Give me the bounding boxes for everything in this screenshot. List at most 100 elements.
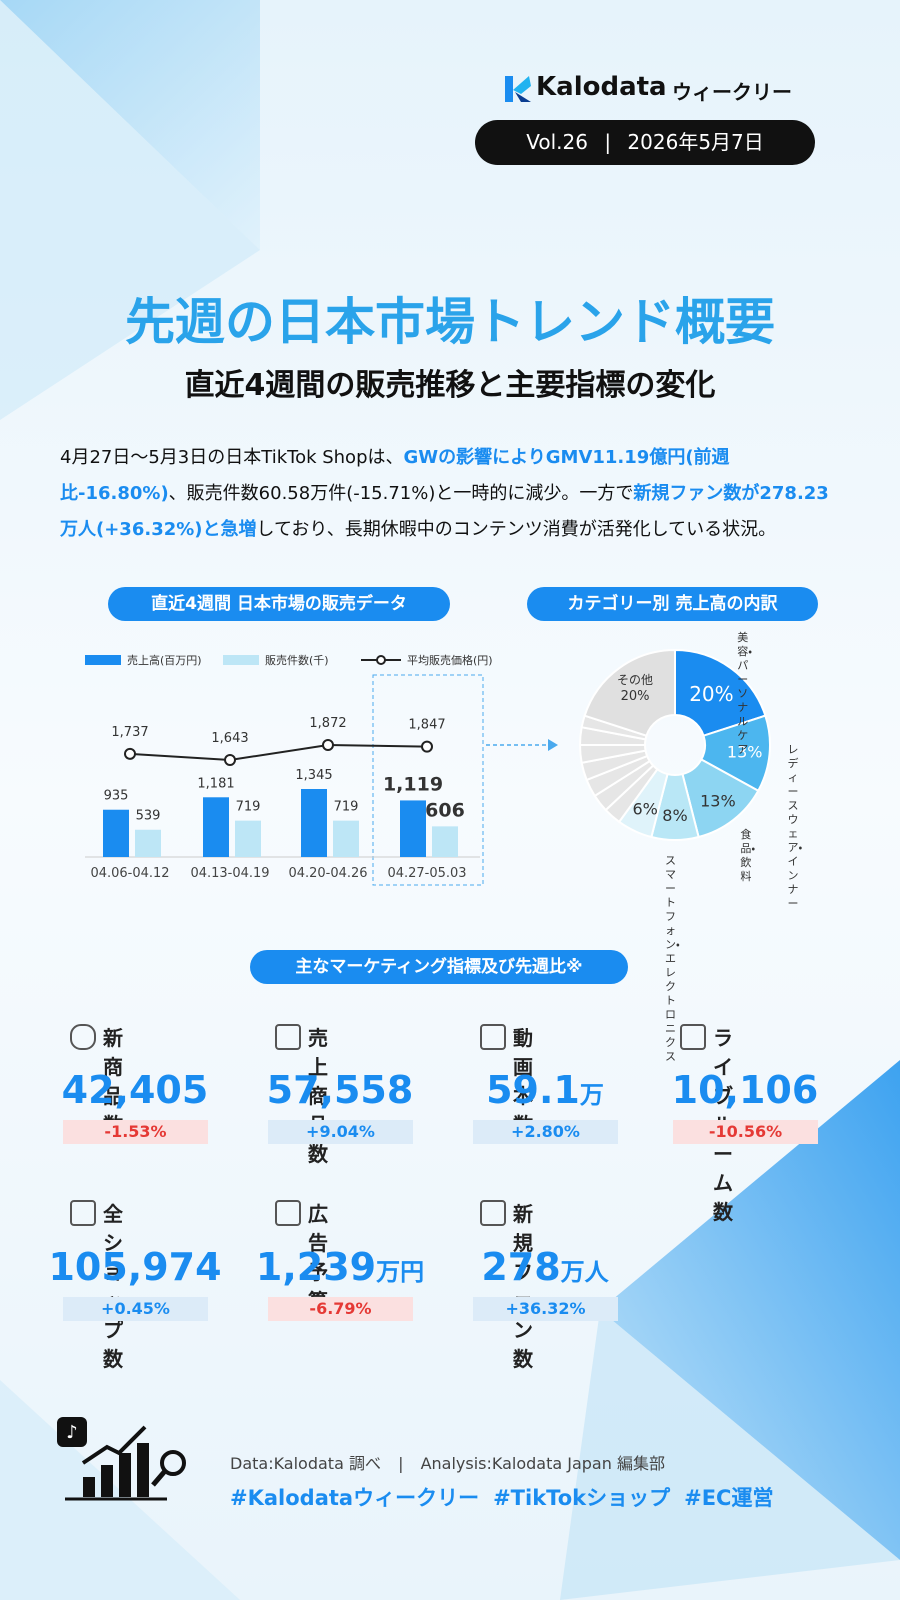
metric-number: 1,239: [255, 1245, 377, 1289]
section-title: 主なマーケティング指標及び先週比※: [250, 950, 628, 984]
summary-text: GWの影響によりGMV11.19億円(前週比-16.80%): [60, 447, 730, 504]
line-point: [421, 740, 433, 753]
source: Data:Kalodata 調べ: [230, 1454, 381, 1473]
metric-change: -10.56%: [673, 1120, 818, 1144]
arrow-head: [548, 739, 558, 751]
summary: 4月27日〜5月3日の日本TikTok Shopは、GWの影響によりGMV11.…: [60, 440, 840, 548]
legend-label: 販売件数(千): [265, 654, 329, 667]
metric-icon: [680, 1024, 706, 1050]
title: 先週の日本市場トレンド概要: [125, 293, 775, 351]
brand: Kalodata: [536, 72, 667, 102]
metric-value: 57,558: [240, 1068, 440, 1112]
analysis: Analysis:Kalodata Japan 編集部: [420, 1454, 665, 1473]
summary-text: 、販売件数60.58万件(-15.71%)と一時的に減少。一方で: [168, 483, 634, 504]
summary-text: しており、長期休暇中のコンテンツ消費が活発化している状況。: [256, 519, 777, 540]
value-label: 1,643: [211, 731, 248, 746]
slice-value: 8%: [662, 806, 687, 825]
metric-number: 105,974: [48, 1245, 222, 1289]
value-label: 1,737: [111, 725, 148, 740]
credits: Data:Kalodata 調べ | Analysis:Kalodata Jap…: [230, 1450, 665, 1474]
hashtag: #Kalodataウィークリー: [230, 1486, 480, 1510]
value-label: 1,847: [408, 718, 445, 733]
line-point: [322, 739, 334, 751]
value-label: 719: [236, 800, 261, 815]
metric-number: 57,558: [266, 1068, 414, 1112]
metric-number: 278: [481, 1245, 561, 1289]
category-label: 食品・飲料: [740, 828, 756, 884]
metric-label: ライブルーム数: [713, 1026, 733, 1224]
value-label: 1,119: [383, 773, 443, 795]
metric-change: +2.80%: [473, 1120, 618, 1144]
category-label: 美容・ パーソナルケア: [737, 631, 753, 757]
value-label: 935: [104, 789, 129, 804]
date: 2026年5月7日: [627, 130, 764, 154]
value-label: 539: [136, 809, 161, 824]
summary-text: 新規ファン数が278.23万人(+36.32%)と急増: [60, 483, 829, 540]
metric-unit: 万円: [376, 1258, 425, 1286]
metric-number: 59.1: [486, 1068, 580, 1112]
bar: [103, 809, 129, 857]
summary-text: 4月27日〜5月3日の日本TikTok Shopは、: [60, 447, 404, 468]
hashtags: #Kalodataウィークリー #TikTokショップ #EC運営: [230, 1482, 787, 1512]
edition: ウィークリー: [672, 80, 792, 104]
bar: [203, 797, 229, 857]
value-label: 1,872: [309, 716, 346, 731]
separator: |: [604, 130, 612, 154]
line-point: [224, 754, 236, 766]
slice-value: 20%: [689, 682, 733, 706]
footer-icon: ♪: [57, 1417, 186, 1501]
slice-value: 13%: [727, 743, 763, 762]
section-title: カテゴリー別 売上高の内訳: [527, 587, 818, 621]
metric-value: 42,405: [35, 1068, 235, 1112]
slice-name: その他: [617, 673, 653, 687]
bar: [235, 820, 261, 857]
slice-value: 13%: [700, 791, 736, 810]
value-label: 1,181: [197, 776, 234, 791]
section-title: 直近4週間 日本市場の販売データ: [108, 587, 450, 621]
highlight-box: [372, 674, 484, 886]
metric-icon: [275, 1200, 301, 1226]
metric-unit: 万人: [560, 1258, 609, 1286]
metric-value: 59.1万: [445, 1068, 645, 1112]
metric-value: 105,974: [35, 1245, 235, 1289]
metric-change: -6.79%: [268, 1297, 413, 1321]
metric-label: 新規ファン数: [513, 1202, 533, 1371]
x-tick-label: 04.06-04.12: [90, 866, 169, 881]
separator: |: [398, 1454, 404, 1473]
value-label: 719: [334, 800, 359, 815]
metric-value: 278万人: [445, 1245, 645, 1289]
metric-change: +0.45%: [63, 1297, 208, 1321]
x-tick-label: 04.27-05.03: [387, 866, 466, 881]
metric-change: +36.32%: [473, 1297, 618, 1321]
hashtag: #EC運営: [684, 1486, 774, 1510]
metric-change: -1.53%: [63, 1120, 208, 1144]
metric-icon: [70, 1200, 96, 1226]
category-label: レディースウェア・ インナー: [787, 742, 803, 910]
bar: [333, 820, 359, 857]
metric-value: 1,239万円: [240, 1245, 440, 1289]
slice-value: 6%: [633, 799, 658, 818]
slice-value: 20%: [621, 689, 650, 704]
bar: [432, 826, 458, 857]
value-label: 1,345: [295, 768, 332, 783]
category-label: スマートフォン・ エレクトロニクス: [665, 854, 680, 1063]
volume: Vol.26: [526, 130, 588, 154]
legend-swatch: [85, 655, 121, 665]
bar: [400, 800, 426, 857]
sales-chart: 売上高(百万円) 販売件数(千) 平均販売価格(円) 04.06-04.12 04.13…: [85, 653, 558, 886]
metric-change: +9.04%: [268, 1120, 413, 1144]
bar: [135, 829, 161, 857]
svg-text:♪: ♪: [66, 1422, 78, 1443]
pie-slice: [583, 648, 676, 737]
hashtag: #TikTokショップ: [493, 1486, 671, 1510]
bar: [301, 789, 327, 857]
legend-marker: [376, 655, 386, 665]
logo-icon: [505, 76, 531, 102]
pie-slice: [674, 648, 767, 737]
legend-swatch: [223, 655, 259, 665]
value-label: 606: [425, 799, 465, 821]
metric-unit: 万: [579, 1081, 604, 1109]
metric-icon: [275, 1024, 301, 1050]
x-tick-label: 04.20-04.26: [288, 866, 367, 881]
metric-icon: [480, 1024, 506, 1050]
